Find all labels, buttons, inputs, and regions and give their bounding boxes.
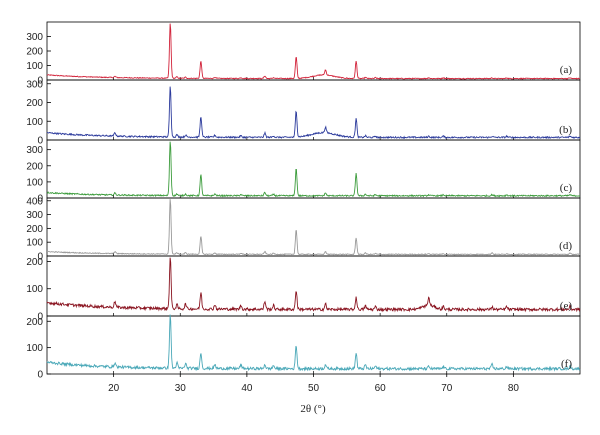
y-tick-label: 300 xyxy=(26,210,43,221)
y-tick-label: 0 xyxy=(37,76,43,87)
y-tick-label: 0 xyxy=(37,370,43,381)
panel-label: (f) xyxy=(561,358,572,370)
series-line-4 xyxy=(46,257,581,313)
panel-0: 0 100 200 300 (a) xyxy=(26,21,581,87)
x-tick-label: 70 xyxy=(441,383,453,394)
panel-4: 0 100 200 (e) xyxy=(26,255,581,323)
panel-label: (e) xyxy=(560,300,573,312)
panel-label: (d) xyxy=(559,240,572,252)
y-tick-label: 100 xyxy=(26,284,43,295)
panel-5: 0 100 200 (f) xyxy=(26,314,581,381)
series-line-1 xyxy=(46,86,581,140)
panel-frame xyxy=(46,255,581,317)
x-tick-label: 50 xyxy=(308,383,320,394)
panel-frame xyxy=(46,21,581,81)
panels-group: 0100200300(a)0100200300(b)0100200300(c)0… xyxy=(26,21,581,381)
y-tick-label: 300 xyxy=(26,145,43,156)
panel-3: 0 100 200 300 400 (d) xyxy=(26,196,581,263)
y-tick-label: 400 xyxy=(26,196,43,207)
y-tick-label: 200 xyxy=(26,257,43,268)
y-tick-label: 0 xyxy=(37,136,43,147)
y-tick-label: 300 xyxy=(26,79,43,90)
series-line-2 xyxy=(46,141,581,198)
y-tick-label: 100 xyxy=(26,61,43,72)
x-tick-label: 40 xyxy=(241,383,253,394)
series-line-5 xyxy=(46,314,581,372)
y-tick-label: 100 xyxy=(26,117,43,128)
panel-label: (b) xyxy=(559,124,572,136)
series-line-0 xyxy=(46,23,581,80)
y-tick-label: 100 xyxy=(26,238,43,249)
series-line-3 xyxy=(46,199,581,256)
panel-label: (c) xyxy=(560,182,573,194)
y-tick-label: 300 xyxy=(26,32,43,43)
y-tick-label: 0 xyxy=(37,312,43,323)
y-tick-label: 100 xyxy=(26,343,43,354)
y-tick-label: 200 xyxy=(26,98,43,109)
y-tick-label: 100 xyxy=(26,177,43,188)
panel-label: (a) xyxy=(560,64,573,76)
panel-frame xyxy=(46,139,581,199)
panel-2: 0 100 200 300 (c) xyxy=(26,139,581,205)
y-tick-label: 200 xyxy=(26,47,43,58)
x-tick-label: 80 xyxy=(508,383,520,394)
y-tick-label: 0 xyxy=(37,194,43,205)
x-tick-label: 60 xyxy=(375,383,387,394)
x-axis: 20 30 40 50 60 70 80 xyxy=(108,374,519,394)
y-tick-label: 0 xyxy=(37,252,43,263)
panel-frame xyxy=(46,315,581,375)
panel-frame xyxy=(46,79,581,141)
y-tick-label: 200 xyxy=(26,161,43,172)
panel-frame xyxy=(46,197,581,257)
x-tick-label: 20 xyxy=(108,383,120,394)
y-tick-label: 200 xyxy=(26,224,43,235)
x-axis-label: 2θ (°) xyxy=(300,403,326,415)
y-tick-label: 200 xyxy=(26,317,43,328)
panel-1: 0 100 200 300 (b) xyxy=(26,79,581,147)
x-tick-label: 30 xyxy=(175,383,187,394)
